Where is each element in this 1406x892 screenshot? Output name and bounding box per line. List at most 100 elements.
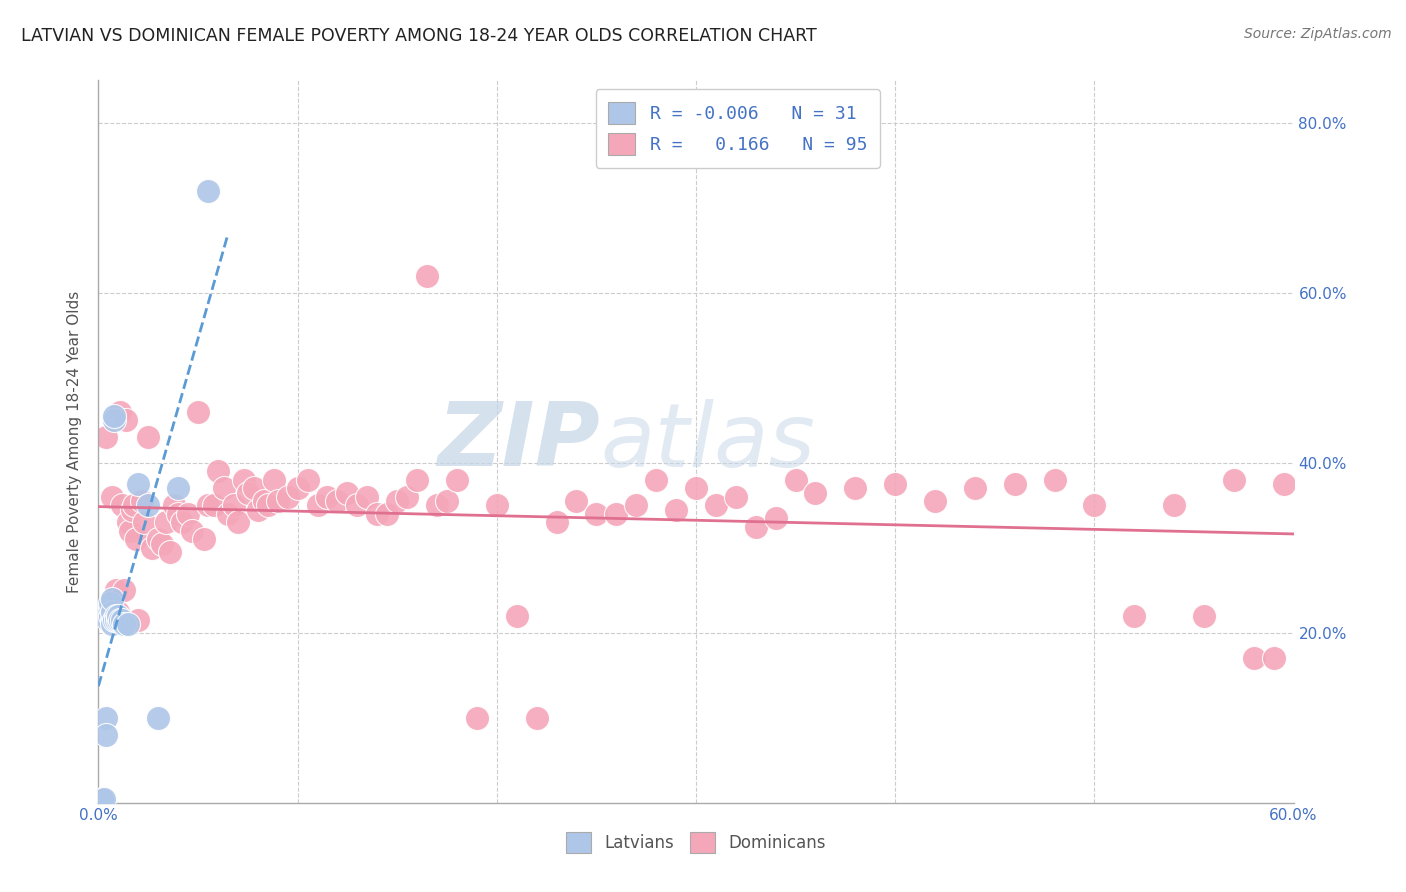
Point bbox=[222, 498, 245, 512]
Point bbox=[163, 498, 186, 512]
Point bbox=[98, 596, 122, 610]
Point bbox=[406, 473, 429, 487]
Point bbox=[465, 711, 488, 725]
Point bbox=[202, 498, 225, 512]
Legend: Latvians, Dominicans: Latvians, Dominicans bbox=[560, 826, 832, 860]
Point bbox=[256, 498, 278, 512]
Point bbox=[253, 494, 276, 508]
Point bbox=[416, 268, 439, 283]
Point bbox=[103, 409, 125, 423]
Point bbox=[366, 507, 388, 521]
Point bbox=[336, 485, 359, 500]
Point bbox=[236, 485, 259, 500]
Point bbox=[117, 516, 139, 530]
Point bbox=[446, 473, 468, 487]
Point bbox=[112, 583, 135, 598]
Point bbox=[884, 477, 907, 491]
Point bbox=[963, 481, 986, 495]
Point bbox=[136, 498, 159, 512]
Point bbox=[134, 516, 156, 530]
Point bbox=[101, 591, 124, 606]
Point bbox=[155, 516, 177, 530]
Point bbox=[804, 485, 827, 500]
Point bbox=[485, 498, 508, 512]
Point bbox=[97, 613, 120, 627]
Point bbox=[98, 600, 122, 615]
Point bbox=[111, 613, 134, 627]
Point bbox=[785, 473, 807, 487]
Text: atlas: atlas bbox=[600, 399, 815, 484]
Point bbox=[385, 494, 409, 508]
Point bbox=[120, 524, 142, 538]
Point bbox=[1004, 477, 1026, 491]
Point bbox=[506, 608, 529, 623]
Point bbox=[565, 494, 588, 508]
Point bbox=[605, 507, 627, 521]
Point bbox=[148, 711, 170, 725]
Point bbox=[121, 502, 143, 516]
Point bbox=[101, 613, 124, 627]
Point bbox=[212, 481, 235, 495]
Point bbox=[98, 608, 122, 623]
Point bbox=[765, 511, 787, 525]
Point bbox=[356, 490, 378, 504]
Point bbox=[724, 490, 747, 504]
Point bbox=[1223, 473, 1246, 487]
Point bbox=[127, 613, 149, 627]
Point bbox=[243, 481, 266, 495]
Point bbox=[172, 516, 194, 530]
Point bbox=[91, 791, 114, 805]
Point bbox=[307, 498, 329, 512]
Point bbox=[1083, 498, 1105, 512]
Point bbox=[704, 498, 727, 512]
Point bbox=[110, 405, 132, 419]
Point bbox=[1263, 651, 1285, 665]
Point bbox=[326, 494, 349, 508]
Point bbox=[585, 507, 607, 521]
Point bbox=[375, 507, 398, 521]
Point bbox=[177, 507, 200, 521]
Point bbox=[124, 498, 146, 512]
Point bbox=[426, 498, 449, 512]
Point bbox=[844, 481, 866, 495]
Point bbox=[93, 791, 115, 805]
Point bbox=[316, 490, 339, 504]
Point bbox=[197, 184, 219, 198]
Point bbox=[96, 728, 118, 742]
Point bbox=[105, 583, 128, 598]
Point bbox=[127, 477, 149, 491]
Point bbox=[141, 541, 163, 555]
Point bbox=[287, 481, 309, 495]
Point bbox=[246, 502, 269, 516]
Point bbox=[101, 605, 124, 619]
Text: ZIP: ZIP bbox=[437, 398, 600, 485]
Point bbox=[207, 464, 229, 478]
Point bbox=[226, 516, 249, 530]
Point bbox=[346, 498, 368, 512]
Point bbox=[685, 481, 707, 495]
Point bbox=[110, 613, 132, 627]
Point bbox=[924, 494, 946, 508]
Point bbox=[107, 608, 129, 623]
Point bbox=[1123, 608, 1146, 623]
Point bbox=[181, 524, 204, 538]
Point bbox=[193, 533, 215, 547]
Point bbox=[125, 533, 148, 547]
Point bbox=[148, 533, 170, 547]
Point bbox=[98, 613, 122, 627]
Point bbox=[217, 507, 239, 521]
Point bbox=[745, 519, 768, 533]
Point bbox=[267, 494, 290, 508]
Point bbox=[112, 617, 135, 632]
Point bbox=[1272, 477, 1295, 491]
Text: Source: ZipAtlas.com: Source: ZipAtlas.com bbox=[1244, 27, 1392, 41]
Point bbox=[131, 494, 153, 508]
Y-axis label: Female Poverty Among 18-24 Year Olds: Female Poverty Among 18-24 Year Olds bbox=[67, 291, 83, 592]
Point bbox=[107, 605, 129, 619]
Point bbox=[167, 507, 190, 521]
Point bbox=[1192, 608, 1215, 623]
Point bbox=[136, 430, 159, 444]
Point bbox=[103, 613, 125, 627]
Point bbox=[626, 498, 648, 512]
Point bbox=[105, 613, 128, 627]
